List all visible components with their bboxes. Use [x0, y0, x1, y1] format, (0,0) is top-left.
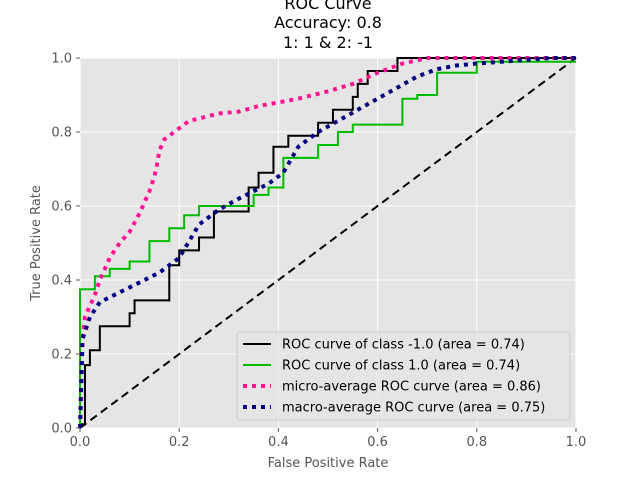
x-tick-label-0: 0.0: [70, 435, 91, 450]
title-line-3: 1: 1 & 2: -1: [283, 33, 373, 52]
title-line-1: ROC Curve: [284, 0, 371, 13]
y-tick-label-1: 0.2: [51, 348, 72, 363]
series-line-1: [79, 60, 576, 428]
legend-label-1: ROC curve of class 1.0 (area = 0.74): [282, 359, 520, 374]
y-tick-label-2: 0.4: [51, 274, 72, 289]
x-tick-label-4: 0.8: [466, 435, 487, 450]
legend-label-3: macro-average ROC curve (area = 0.75): [282, 401, 545, 416]
x-tick-label-1: 0.2: [169, 435, 190, 450]
x-tick-label-3: 0.6: [367, 435, 388, 450]
series-group: [78, 56, 576, 429]
x-axis-label: False Positive Rate: [268, 456, 389, 471]
title-line-2: Accuracy: 0.8: [274, 13, 382, 32]
y-tick-label-0: 0.0: [51, 422, 72, 437]
legend: ROC curve of class -1.0 (area = 0.74) ROC…: [236, 331, 571, 421]
y-tick-label-3: 0.6: [51, 200, 72, 215]
y-axis-label: True Positive Rate: [29, 185, 44, 302]
grid: [79, 57, 577, 429]
chart-title: ROC Curve Accuracy: 0.8 1: 1 & 2: -1: [274, 0, 382, 52]
tick-group: 0.0 0.2 0.4 0.6 0.8 1.0 0.0 0.2 0.4 0.6 0.8 1.0: [51, 52, 586, 451]
y-tick-label-5: 1.0: [51, 52, 72, 67]
legend-label-0: ROC curve of class -1.0 (area = 0.74): [282, 338, 525, 353]
series-line-0: [79, 57, 576, 428]
x-tick-label-2: 0.4: [268, 435, 289, 450]
legend-label-2: micro-average ROC curve (area = 0.86): [282, 380, 541, 395]
y-tick-label-4: 0.8: [51, 126, 72, 141]
x-tick-label-5: 1.0: [566, 435, 587, 450]
legend-box: [236, 331, 571, 421]
series-line-2: [78, 56, 576, 429]
